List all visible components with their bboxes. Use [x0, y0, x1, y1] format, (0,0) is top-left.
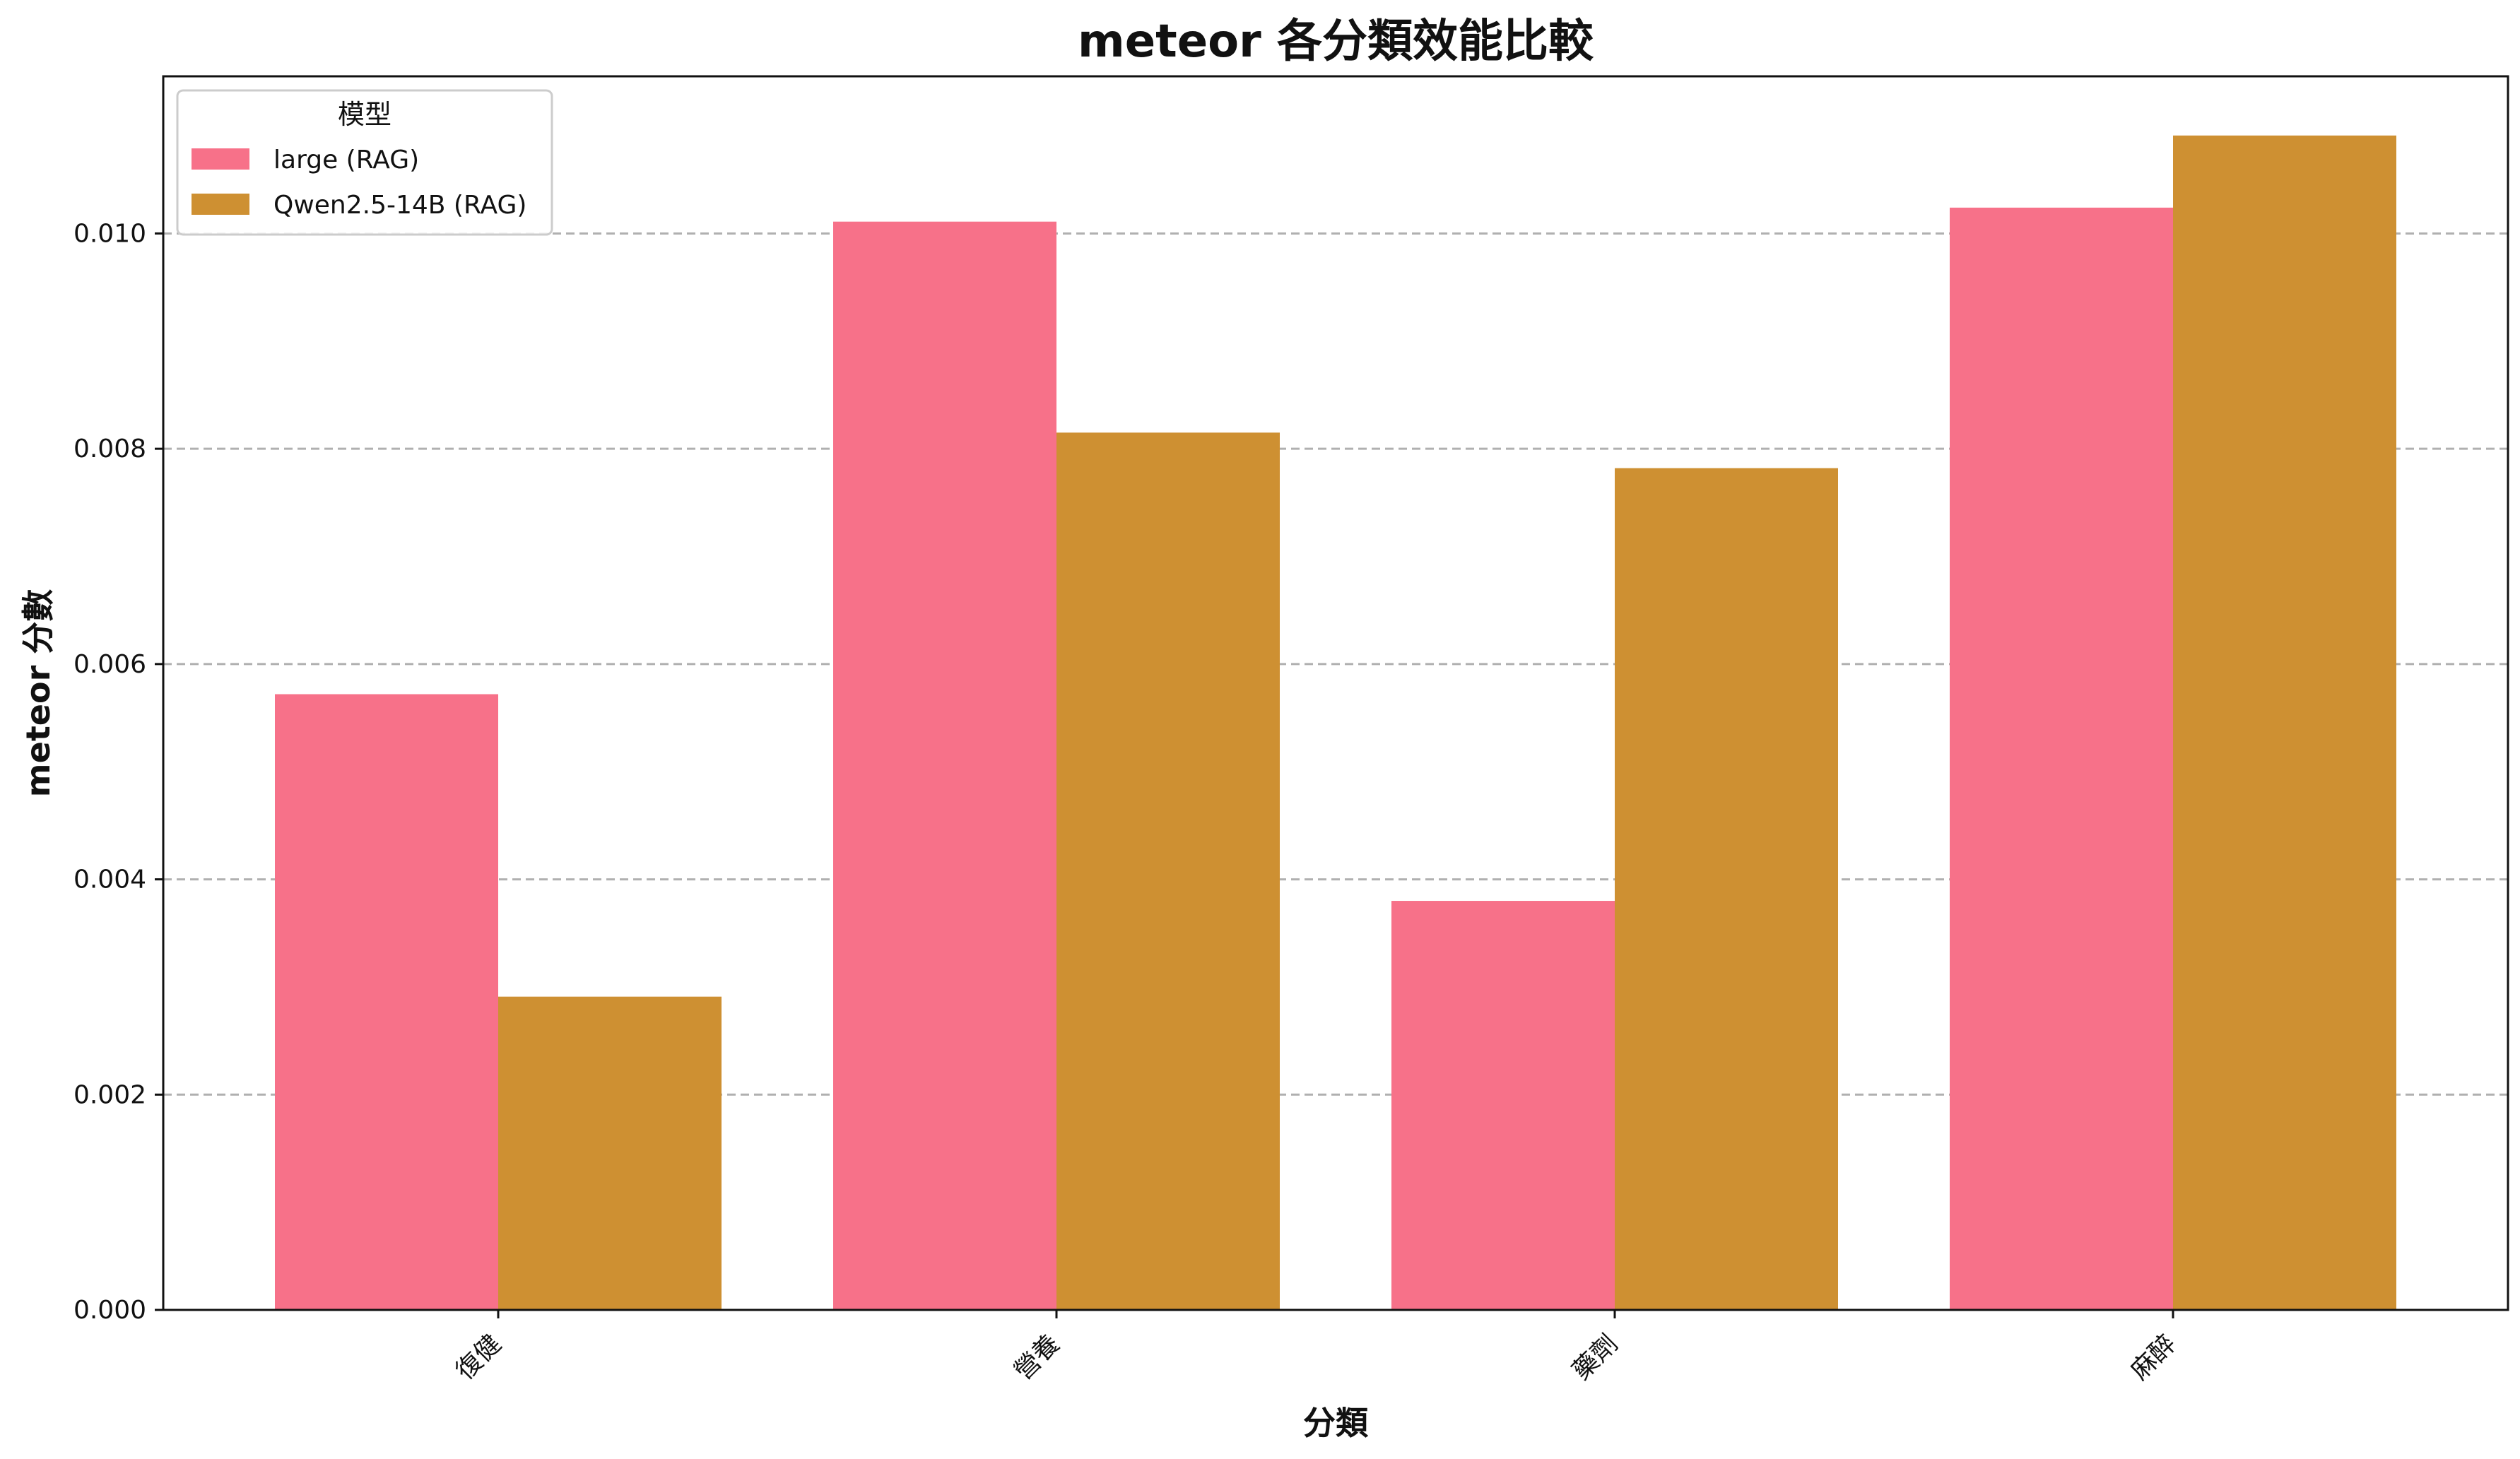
- bar-large-rag-2: [1391, 901, 1615, 1310]
- bar-large-rag-0: [275, 694, 498, 1310]
- legend-title: 模型: [338, 99, 391, 130]
- x-axis-label: 分類: [1303, 1404, 1369, 1442]
- bar-qwen-rag-1: [1056, 432, 1280, 1311]
- plot-frame: [162, 75, 2509, 1311]
- legend-box: [176, 89, 553, 236]
- bar-qwen-rag-3: [2173, 135, 2396, 1311]
- y-axis-label: meteor 分數: [19, 589, 57, 798]
- legend-swatch-qwen-rag: [192, 194, 249, 215]
- bar-large-rag-1: [833, 221, 1056, 1310]
- y-tick-label: 0.006: [73, 650, 146, 679]
- y-tick-label: 0.004: [73, 866, 146, 894]
- legend: 模型 large (RAG) Qwen2.5-14B (RAG): [176, 89, 553, 236]
- y-tick-label: 0.002: [73, 1080, 146, 1109]
- bars: [275, 135, 2396, 1311]
- bar-large-rag-3: [1950, 207, 2173, 1310]
- legend-label-qwen-rag: Qwen2.5-14B (RAG): [273, 191, 526, 220]
- bar-qwen-rag-0: [498, 996, 722, 1310]
- y-tick-label: 0.008: [73, 435, 146, 463]
- legend-label-large-rag: large (RAG): [273, 146, 419, 175]
- y-tick-label: 0.000: [73, 1296, 146, 1325]
- y-axis-ticks: 0.000 0.002 0.004 0.006 0.008 0.010: [73, 219, 163, 1325]
- y-tick-label: 0.010: [73, 219, 146, 248]
- legend-swatch-large-rag: [192, 148, 249, 170]
- chart-title: meteor 各分類效能比較: [1078, 16, 1594, 68]
- bar-qwen-rag-2: [1615, 468, 1838, 1310]
